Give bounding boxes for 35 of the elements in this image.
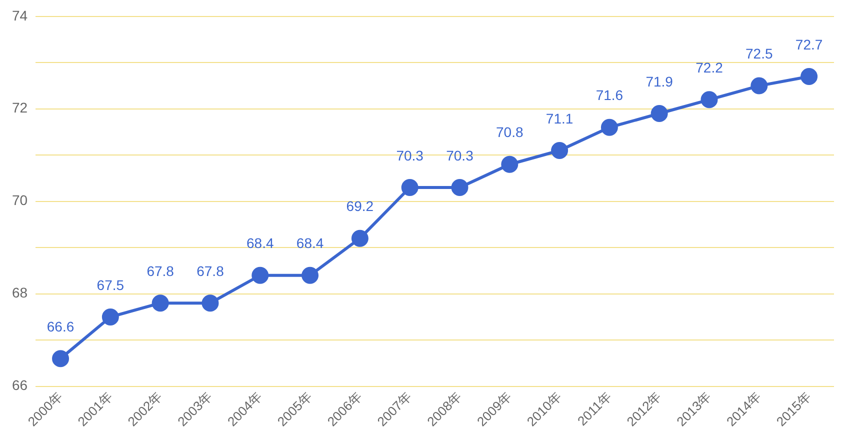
y-tick-label: 66 (12, 377, 28, 394)
point (750, 77, 768, 94)
point (401, 178, 418, 196)
data-label: 68.4 (296, 235, 324, 252)
point (800, 68, 818, 86)
data-label: 72.2 (696, 59, 724, 76)
point (650, 105, 668, 122)
data-label: 70.8 (496, 124, 524, 140)
data-label: 68.4 (246, 235, 274, 252)
point (202, 294, 219, 312)
y-tick-label: 70 (12, 192, 28, 208)
y-tick-label: 72 (12, 100, 28, 116)
data-label: 69.2 (346, 198, 374, 214)
data-label: 67.5 (96, 276, 124, 293)
point (551, 142, 568, 159)
data-label: 71.9 (646, 73, 674, 90)
point (152, 294, 169, 312)
point (102, 308, 119, 326)
data-label: 72.5 (746, 46, 773, 62)
data-label: 71.1 (546, 110, 574, 126)
point (700, 91, 718, 108)
data-label: 66.6 (46, 318, 74, 334)
point (252, 266, 269, 284)
point (351, 230, 368, 247)
point (52, 350, 70, 368)
data-label: 72.7 (795, 36, 823, 52)
point (302, 266, 319, 284)
point (451, 178, 468, 196)
point (501, 156, 518, 173)
data-label: 67.8 (146, 262, 174, 279)
data-label: 67.8 (196, 262, 224, 279)
y-tick-label: 68 (12, 284, 28, 301)
y-tick-label: 74 (12, 7, 28, 24)
point (600, 118, 618, 136)
data-label: 71.6 (596, 87, 624, 104)
